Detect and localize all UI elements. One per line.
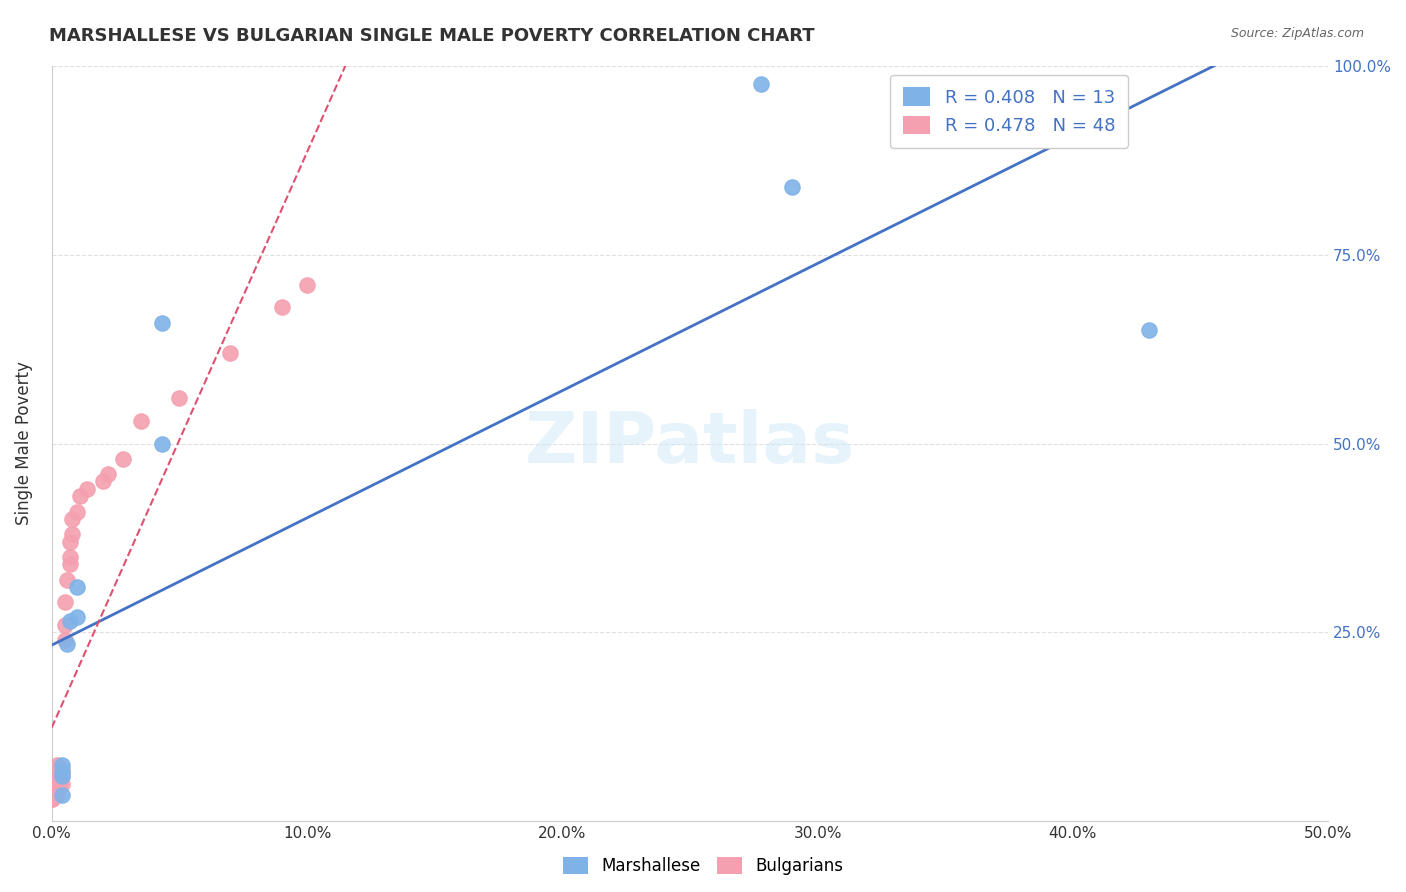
Point (48, 777, 70, 791)
Point (51, 769, 73, 783)
Point (41, 784, 63, 798)
Point (112, 451, 135, 466)
Point (44, 784, 66, 798)
Legend: Marshallese, Bulgarians: Marshallese, Bulgarians (554, 849, 852, 884)
Point (60, 527, 83, 541)
Point (66, 610, 89, 624)
Point (751, 78, 773, 92)
Point (295, 277, 318, 292)
Point (51, 765, 73, 780)
Point (45, 757, 67, 772)
Point (51, 765, 73, 780)
Text: MARSHALLESE VS BULGARIAN SINGLE MALE POVERTY CORRELATION CHART: MARSHALLESE VS BULGARIAN SINGLE MALE POV… (49, 27, 815, 45)
Point (44, 777, 66, 791)
Point (66, 580, 89, 594)
Point (97, 467, 120, 481)
Point (76, 482, 98, 496)
Point (41, 791, 63, 805)
Point (45, 777, 67, 791)
Point (41, 788, 63, 802)
Point (48, 769, 70, 783)
Point (150, 436, 173, 450)
Point (56, 637, 79, 651)
Point (780, 179, 803, 194)
Y-axis label: Single Male Poverty: Single Male Poverty (15, 361, 32, 525)
Point (91, 475, 114, 489)
Point (44, 772, 66, 787)
Point (41, 784, 63, 798)
Point (51, 769, 73, 783)
Point (270, 301, 292, 315)
Point (66, 504, 89, 518)
Point (51, 757, 73, 772)
Point (45, 765, 67, 780)
Point (51, 788, 73, 802)
Point (53, 618, 76, 632)
Point (45, 784, 67, 798)
Point (41, 777, 63, 791)
Point (53, 595, 76, 609)
Point (45, 772, 67, 787)
Text: Source: ZipAtlas.com: Source: ZipAtlas.com (1230, 27, 1364, 40)
Text: ZIPatlas: ZIPatlas (524, 409, 855, 478)
Point (219, 346, 242, 360)
Point (45, 769, 67, 783)
Point (45, 788, 67, 802)
Point (150, 316, 173, 330)
Point (60, 512, 83, 526)
Point (59, 614, 82, 628)
Point (1139, 323, 1161, 337)
Point (44, 769, 66, 783)
Point (59, 549, 82, 564)
Point (59, 534, 82, 549)
Point (59, 558, 82, 572)
Point (69, 490, 91, 504)
Point (51, 777, 73, 791)
Point (41, 791, 63, 805)
Point (48, 762, 70, 776)
Point (41, 780, 63, 795)
Point (53, 633, 76, 648)
Point (169, 391, 191, 405)
Point (41, 769, 63, 783)
Point (41, 762, 63, 776)
Legend: R = 0.408   N = 13, R = 0.478   N = 48: R = 0.408 N = 13, R = 0.478 N = 48 (890, 75, 1128, 148)
Point (51, 762, 73, 776)
Point (129, 414, 152, 428)
Point (44, 788, 66, 802)
Point (56, 573, 79, 587)
